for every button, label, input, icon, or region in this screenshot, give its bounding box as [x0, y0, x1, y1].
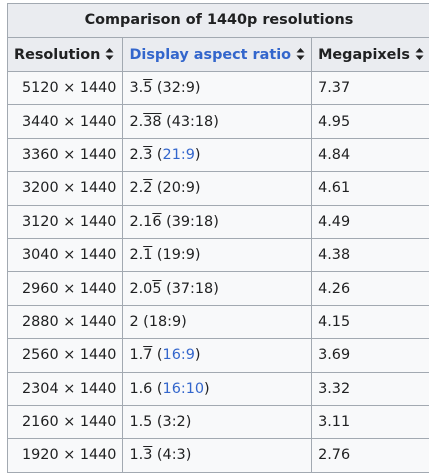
column-header-label: Megapixels — [318, 46, 410, 63]
resolution-cell: 3360 × 1440 — [6, 137, 124, 173]
resolutions-table: Comparison of 1440p resolutions Resoluti… — [6, 3, 429, 473]
column-header-label: Resolution — [14, 46, 101, 63]
ratio-decimal: 2. — [129, 247, 144, 264]
ratio-decimal: 2.1 — [129, 213, 153, 230]
aspect-ratio-cell: 2.2 (20:9) — [122, 171, 313, 206]
ratio-repeating-digits: 2 — [143, 180, 153, 197]
aspect-ratio-cell: 1.6 (16:10) — [122, 371, 313, 406]
megapixels-cell: 7.37 — [311, 70, 429, 106]
table-row: 3040 × 1440 2.1 (19:9) 4.38 — [6, 237, 429, 273]
ratio-decimal: 1. — [129, 447, 144, 464]
megapixels-cell: 4.38 — [311, 237, 429, 273]
table-row: 2880 × 1440 2 (18:9) 4.15 — [6, 304, 429, 340]
table-row: 5120 × 1440 3.5 (32:9) 7.37 — [6, 70, 429, 106]
aspect-ratio-cell: 2.05 (37:18) — [122, 271, 313, 306]
ratio-label-link[interactable]: 16:10 — [162, 380, 205, 397]
megapixels-cell: 2.76 — [311, 438, 429, 473]
aspect-ratio-cell: 3.5 (32:9) — [122, 70, 313, 106]
ratio-decimal: 1. — [129, 347, 144, 364]
table-row: 2560 × 1440 1.7 (16:9) 3.69 — [6, 338, 429, 373]
ratio-decimal: 2 — [129, 313, 139, 330]
ratio-label: 37:18 — [171, 280, 214, 297]
aspect-ratio-cell: 1.5 (3:2) — [122, 404, 313, 440]
ratio-decimal: 2. — [129, 113, 144, 130]
aspect-ratio-cell: 2.1 (19:9) — [122, 237, 313, 273]
ratio-label-link[interactable]: 16:9 — [162, 347, 195, 364]
megapixels-cell: 4.95 — [311, 104, 429, 139]
sort-arrows-icon[interactable] — [105, 47, 114, 60]
sort-arrows-icon[interactable] — [415, 47, 424, 60]
table-caption: Comparison of 1440p resolutions — [7, 3, 429, 37]
resolution-cell: 2560 × 1440 — [6, 338, 124, 373]
table-row: 2160 × 1440 1.5 (3:2) 3.11 — [6, 404, 429, 440]
megapixels-cell: 4.61 — [311, 171, 429, 206]
megapixels-cell: 3.69 — [311, 338, 429, 373]
resolution-cell: 5120 × 1440 — [6, 70, 124, 106]
ratio-label: 39:18 — [171, 213, 214, 230]
ratio-repeating-digits: 38 — [143, 113, 162, 130]
resolution-cell: 3040 × 1440 — [6, 237, 124, 273]
megapixels-cell: 4.84 — [311, 137, 429, 173]
header-row: Resolution Display aspect ratio Megapixe… — [6, 37, 429, 72]
ratio-label: 3:2 — [162, 414, 186, 431]
ratio-label: 19:9 — [162, 247, 195, 264]
ratio-decimal: 2. — [129, 180, 144, 197]
ratio-decimal: 2. — [129, 146, 144, 163]
column-header-resolution[interactable]: Resolution — [6, 37, 124, 72]
table-row: 3200 × 1440 2.2 (20:9) 4.61 — [6, 171, 429, 206]
table-row: 2304 × 1440 1.6 (16:10) 3.32 — [6, 371, 429, 406]
ratio-decimal: 1.5 — [129, 414, 153, 431]
megapixels-cell: 3.11 — [311, 404, 429, 440]
ratio-repeating-digits: 5 — [143, 80, 153, 97]
ratio-decimal: 2.0 — [129, 280, 153, 297]
ratio-label: 32:9 — [162, 80, 195, 97]
aspect-ratio-cell: 2.3 (21:9) — [122, 137, 313, 173]
ratio-label: 43:18 — [171, 113, 214, 130]
ratio-label: 20:9 — [162, 180, 195, 197]
aspect-ratio-cell: 1.3 (4:3) — [122, 438, 313, 473]
ratio-repeating-digits: 1 — [143, 247, 153, 264]
column-header-aspect-ratio[interactable]: Display aspect ratio — [122, 37, 313, 72]
ratio-decimal: 3. — [129, 80, 144, 97]
ratio-repeating-digits: 6 — [152, 213, 162, 230]
table-row: 1920 × 1440 1.3 (4:3) 2.76 — [6, 438, 429, 473]
resolution-cell: 1920 × 1440 — [6, 438, 124, 473]
ratio-repeating-digits: 3 — [143, 447, 153, 464]
column-header-megapixels[interactable]: Megapixels — [311, 37, 429, 72]
megapixels-cell: 3.32 — [311, 371, 429, 406]
ratio-label: 4:3 — [162, 447, 186, 464]
ratio-repeating-digits: 5 — [152, 280, 162, 297]
table-row: 3120 × 1440 2.16 (39:18) 4.49 — [6, 204, 429, 239]
ratio-decimal: 1.6 — [129, 380, 153, 397]
table-body: 5120 × 1440 3.5 (32:9) 7.37 3440 × 1440 2.38… — [6, 70, 429, 473]
megapixels-cell: 4.15 — [311, 304, 429, 340]
column-header-label-link[interactable]: Display aspect ratio — [129, 46, 292, 63]
table-row: 3360 × 1440 2.3 (21:9) 4.84 — [6, 137, 429, 173]
resolution-cell: 2880 × 1440 — [6, 304, 124, 340]
aspect-ratio-cell: 2.16 (39:18) — [122, 204, 313, 239]
ratio-repeating-digits: 3 — [143, 146, 153, 163]
aspect-ratio-cell: 2 (18:9) — [122, 304, 313, 340]
aspect-ratio-cell: 1.7 (16:9) — [122, 338, 313, 373]
resolution-cell: 3200 × 1440 — [6, 171, 124, 206]
sort-arrows-icon[interactable] — [296, 47, 305, 60]
megapixels-cell: 4.26 — [311, 271, 429, 306]
table-row: 2960 × 1440 2.05 (37:18) 4.26 — [6, 271, 429, 306]
ratio-repeating-digits: 7 — [143, 347, 153, 364]
resolution-cell: 3120 × 1440 — [6, 204, 124, 239]
megapixels-cell: 4.49 — [311, 204, 429, 239]
aspect-ratio-cell: 2.38 (43:18) — [122, 104, 313, 139]
ratio-label-link[interactable]: 21:9 — [162, 146, 195, 163]
resolution-cell: 2304 × 1440 — [6, 371, 124, 406]
resolution-cell: 2960 × 1440 — [6, 271, 124, 306]
ratio-label: 18:9 — [148, 313, 182, 330]
table-row: 3440 × 1440 2.38 (43:18) 4.95 — [6, 104, 429, 139]
resolution-cell: 2160 × 1440 — [6, 404, 124, 440]
resolution-cell: 3440 × 1440 — [6, 104, 124, 139]
